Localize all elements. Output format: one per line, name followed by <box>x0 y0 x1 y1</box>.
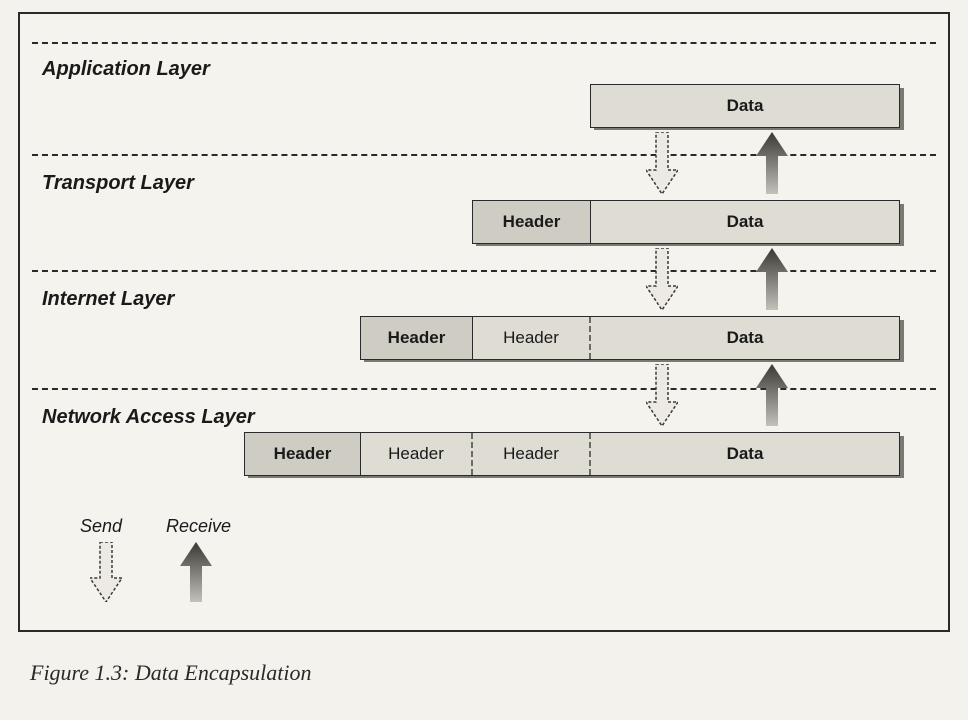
layer-label-transport: Transport Layer <box>42 172 194 195</box>
seg-header-new: Header <box>361 317 473 359</box>
send-arrow-icon <box>646 364 678 426</box>
seg-data: Data <box>591 85 899 127</box>
layer-divider <box>32 154 936 156</box>
legend-receive-label: Receive <box>166 516 231 537</box>
legend-send-label: Send <box>80 516 122 537</box>
seg-header-old: Header <box>473 433 591 475</box>
seg-header-new: Header <box>473 201 591 243</box>
encap-bar-internet: Header Header Data <box>360 316 900 358</box>
seg-data: Data <box>591 433 899 475</box>
figure-caption: Figure 1.3: Data Encapsulation <box>30 660 312 686</box>
encap-bar-transport: Header Data <box>472 200 900 242</box>
layer-label-internet: Internet Layer <box>42 288 174 311</box>
send-arrow-icon <box>646 248 678 310</box>
receive-arrow-icon <box>756 248 788 310</box>
seg-header-new: Header <box>245 433 361 475</box>
seg-header-old: Header <box>473 317 591 359</box>
legend-send-arrow-icon <box>90 542 122 602</box>
encap-bar-network-access: Header Header Header Data <box>244 432 900 474</box>
send-arrow-icon <box>646 132 678 194</box>
layer-divider <box>32 270 936 272</box>
layer-divider <box>32 388 936 390</box>
seg-data: Data <box>591 201 899 243</box>
layer-label-network-access: Network Access Layer <box>42 406 255 429</box>
encap-bar-application: Data <box>590 84 900 126</box>
layer-divider <box>32 42 936 44</box>
diagram-frame: Application Layer Transport Layer Intern… <box>18 12 950 632</box>
layer-label-application: Application Layer <box>42 58 210 81</box>
receive-arrow-icon <box>756 364 788 426</box>
seg-data: Data <box>591 317 899 359</box>
receive-arrow-icon <box>756 132 788 194</box>
seg-header-old: Header <box>361 433 473 475</box>
legend-receive-arrow-icon <box>180 542 212 602</box>
